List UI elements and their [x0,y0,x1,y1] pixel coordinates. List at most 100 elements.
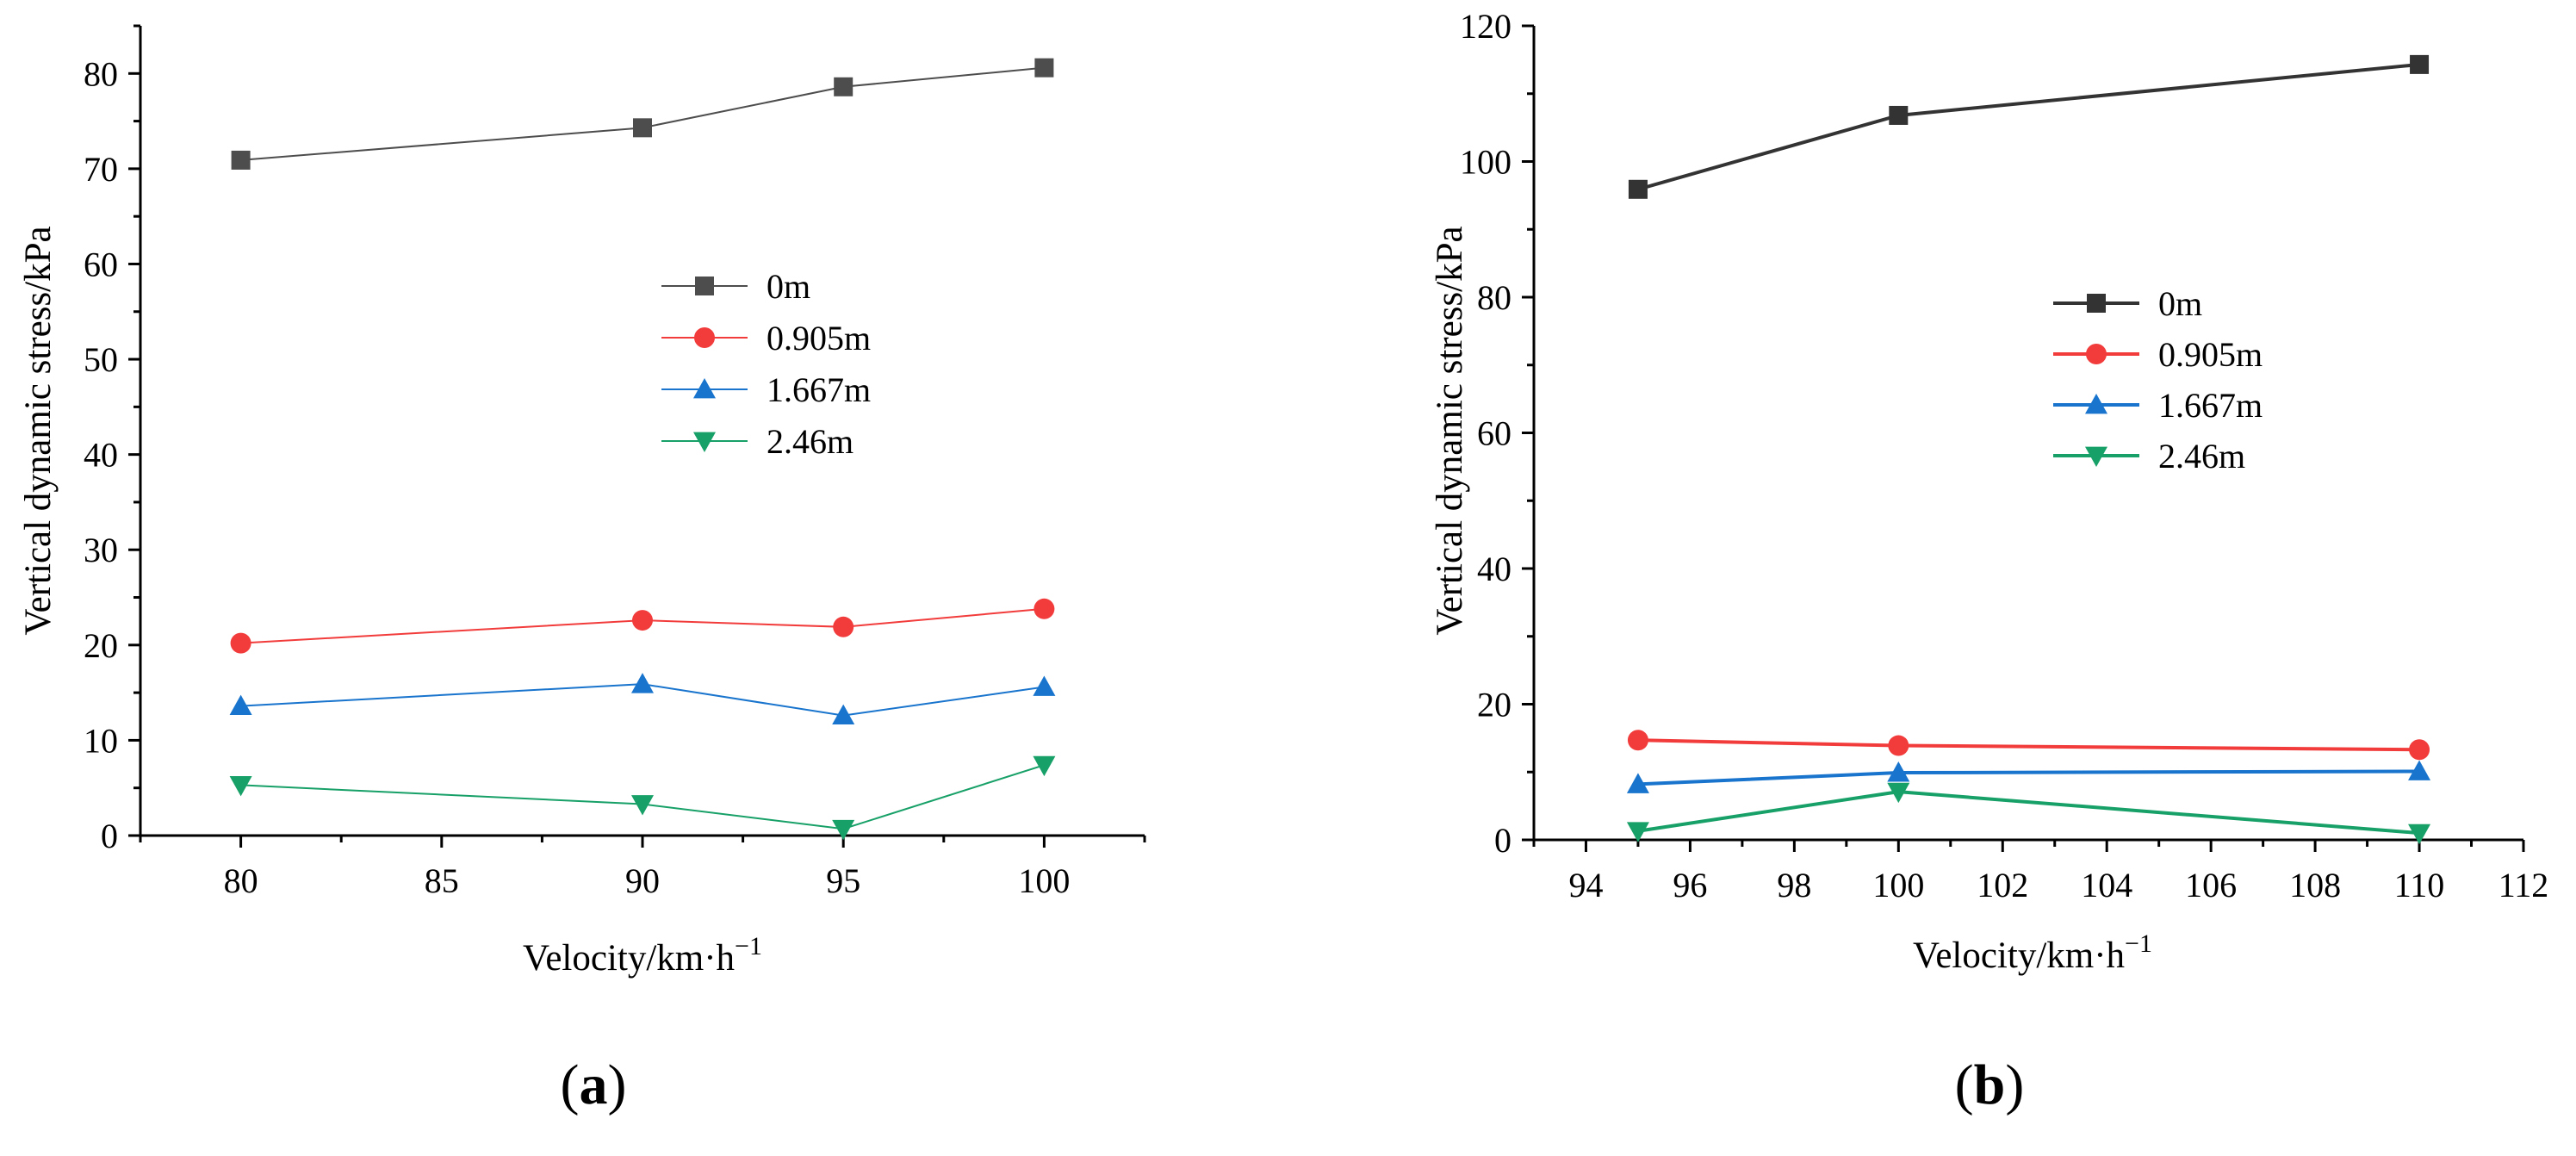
data-point [1888,735,1909,756]
data-point [229,694,252,715]
data-point [229,775,252,797]
data-point [632,610,653,631]
data-point [1887,782,1910,804]
x-tick-label: 108 [2289,866,2341,904]
chart-panel-a: 0 10 20 30 40 50 60 70 80 80 85 90 95 100 Velocity/km·… [18,24,1146,1116]
data-point [231,150,251,170]
panel-label-close-paren: ) [2005,1053,2024,1116]
y-tick-label: 40 [1477,550,1511,588]
legend-entry: 2.46m [2053,437,2245,475]
y-tick-label: 0 [101,817,118,855]
series-1.667m [1626,760,2431,793]
y-axis-title: Vertical dynamic stress/kPa [1430,226,1470,635]
x-tick-label: 104 [2081,866,2132,904]
y-tick-label: 20 [84,626,118,665]
x-axis-title: Velocity/km·h−1 [1913,929,2152,976]
y-axis-title: Vertical dynamic stress/kPa [18,226,59,635]
data-point [230,632,251,654]
x-tick-label: 98 [1777,866,1811,904]
data-point [1628,179,1648,199]
legend-label: 2.46m [2158,437,2245,475]
series-line [1637,62,2420,191]
panel-label-open-paren: ( [1955,1053,1974,1116]
x-axis-title-superscript: −1 [2125,929,2152,958]
y-tick-label: 50 [84,340,118,379]
x-axis-title: Velocity/km·h−1 [523,932,762,979]
panel-label-close-paren: ) [608,1053,627,1116]
data-point [631,795,654,816]
data-point [2408,760,2431,780]
y-tick-label: 10 [84,721,118,760]
y-tick-label: 30 [84,531,118,569]
y-tick-label: 60 [84,245,118,283]
y-tick-label: 70 [84,150,118,189]
panel-label-open-paren: ( [561,1053,580,1116]
data-point [2408,823,2431,845]
x-tick-label: 94 [1568,866,1603,904]
series-0.905m [1627,730,2430,761]
x-tick-label: 90 [625,861,660,900]
series-line [240,66,1045,161]
x-tick-label: 102 [1977,866,2028,904]
x-tick-label: 112 [2498,866,2549,904]
series-0.905m [230,598,1055,654]
x-tick-label: 100 [1872,866,1924,904]
legend-entry: 0.905m [2053,335,2263,374]
legend-entry: 0.905m [661,319,871,357]
x-axis-title-superscript: −1 [735,932,762,960]
x-tick-label: 85 [425,861,459,900]
series-line [240,607,1045,644]
y-tick-label: 80 [84,54,118,93]
x-axis-title-text: Velocity/km·h [1913,935,2125,976]
data-point [833,616,854,637]
legend-label: 1.667m [767,370,871,409]
data-point [834,77,853,96]
panel-label-letter: b [1974,1053,2006,1116]
legend-label: 0.905m [767,319,871,357]
x-axis-title-text: Velocity/km·h [523,938,735,979]
legend-label: 0.905m [2158,335,2263,374]
data-point [1034,58,1054,78]
x-tick-label: 100 [1018,861,1070,900]
data-point [1034,598,1055,619]
data-point [631,673,654,693]
x-tick-label: 96 [1673,866,1707,904]
data-point [633,118,652,138]
legend-entry: 0m [661,267,810,306]
y-tick-label: 20 [1477,686,1511,724]
data-point [2409,739,2430,761]
data-point [1626,822,1649,842]
data-point [1627,730,1648,751]
series-line [240,683,1045,717]
series-2.46m [1626,782,2431,845]
data-point [1889,105,1909,125]
legend-entry: 0m [2053,284,2202,323]
data-point [832,819,855,841]
legend-label: 0m [767,267,810,306]
y-tick-label: 0 [1494,821,1511,860]
legend-label: 2.46m [767,422,853,461]
legend-entry: 2.46m [661,422,853,461]
legend-marker [694,327,715,348]
legend-entry: 1.667m [2053,386,2263,425]
series-line [240,764,1045,830]
legend-marker [2085,446,2107,467]
series-line [1637,738,2420,752]
data-point [1033,755,1056,777]
legend-marker [693,432,716,452]
panel-label-letter: a [580,1053,608,1116]
y-tick-label: 80 [1477,278,1511,317]
x-tick-label: 106 [2185,866,2237,904]
legend-marker [695,277,714,295]
x-tick-label: 110 [2394,866,2445,904]
legend-entry: 1.667m [661,370,871,409]
y-tick-label: 40 [84,436,118,475]
legend-marker [693,378,716,399]
x-tick-label: 80 [224,861,258,900]
chart-panel-b: 0 20 40 60 80 100 120 94 96 98 100 102 104 106 108 110 1… [1430,7,2548,1116]
y-tick-label: 60 [1477,414,1511,453]
panel-label: (a) [561,1053,627,1116]
series-1.667m [229,673,1056,725]
data-point [1887,761,1910,782]
y-tick-label: 100 [1460,143,1511,182]
